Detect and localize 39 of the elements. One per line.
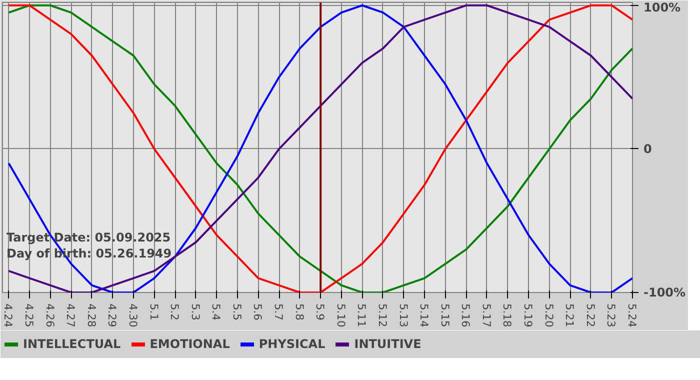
x-tick-label: 5.22 [584, 304, 597, 328]
x-tick-label: 5.23 [604, 304, 618, 328]
x-tick-label: 5.17 [480, 304, 493, 328]
x-tick-label: 5.24 [626, 304, 638, 328]
x-tick-label: 5.2 [168, 304, 182, 320]
legend-label: INTUITIVE [354, 337, 422, 351]
y-tick-label: 100% [644, 0, 681, 14]
x-tick-label: 4.24 [2, 304, 15, 328]
legend-label: PHYSICAL [258, 337, 326, 351]
x-tick-label: 5.4 [210, 304, 223, 321]
x-tick-label: 4.30 [126, 304, 140, 328]
y-tick-label: -100% [644, 286, 686, 300]
x-tick-label: 5.8 [292, 304, 306, 321]
x-tick-label: 4.29 [106, 304, 119, 328]
x-tick-label: 5.13 [396, 304, 410, 328]
x-tick-label: 4.25 [22, 304, 36, 328]
x-tick-label: 4.28 [84, 304, 98, 328]
x-tick-label: 5.1 [147, 304, 160, 320]
x-tick-label: 5.5 [230, 304, 244, 320]
x-tick-label: 5.12 [376, 304, 389, 328]
legend-label: INTELLECTUAL [23, 337, 121, 351]
x-tick-label: 5.11 [355, 304, 368, 328]
x-tick-label: 5.16 [459, 304, 472, 328]
legend-label: EMOTIONAL [150, 337, 230, 351]
x-tick-label: 5.7 [272, 304, 286, 320]
x-tick-label: 5.19 [522, 304, 535, 328]
x-tick-label: 4.26 [43, 304, 56, 328]
x-tick-label: 5.21 [563, 304, 576, 328]
x-tick-label: 4.27 [64, 304, 78, 328]
x-tick-label: 5.20 [542, 304, 556, 328]
x-tick-label: 5.3 [188, 304, 202, 320]
x-tick-label: 5.18 [500, 304, 514, 328]
x-tick-label: 5.9 [314, 304, 327, 321]
x-tick-label: 5.14 [418, 304, 431, 328]
x-tick-label: 5.6 [251, 304, 264, 321]
y-tick-label: 0 [644, 142, 652, 156]
line-series [8, 4, 632, 292]
x-tick-label: 5.15 [438, 304, 452, 328]
x-tick-label: 5.10 [334, 304, 348, 328]
